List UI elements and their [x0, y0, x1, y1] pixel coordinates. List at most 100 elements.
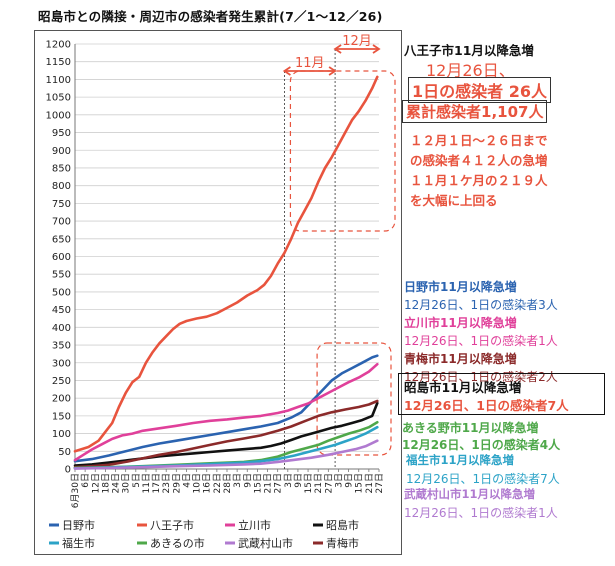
y-gridlines — [74, 43, 379, 470]
y-tick-label: 250 — [52, 376, 71, 387]
annotation-hachioji-note1: １２月１日～２６日まで — [410, 133, 548, 148]
legend-label: 青梅市 — [326, 536, 359, 550]
month-bracket-arrow-left — [333, 44, 342, 54]
highlight-box-hachioji — [289, 70, 396, 232]
x-tick-label: 15日 — [252, 473, 263, 493]
legend-label: あきるの市 — [150, 536, 205, 550]
x-tick-label: 18日 — [100, 473, 111, 493]
y-tick-label: 150 — [52, 411, 71, 422]
page-title: 昭島市との隣接・周辺市の感染者発生累計(7／1～12／26) — [38, 9, 383, 24]
x-tick-label: 27日 — [323, 473, 334, 493]
month-bracket-arrow-right — [328, 66, 337, 76]
series-line — [73, 362, 379, 462]
y-tick-label: 550 — [52, 270, 71, 281]
annotation-fussa-head: 福生市11月以降急増 — [406, 453, 515, 467]
y-tick-label: 750 — [52, 199, 71, 210]
month-bracket-arrow-right — [372, 44, 381, 54]
x-tick-label: 24日 — [111, 473, 122, 493]
x-tick-label: 6日 — [80, 473, 91, 488]
legend-label: 武蔵村山市 — [238, 536, 293, 550]
annotation-hachioji-date: 12月26日、 — [426, 61, 515, 80]
legend-label: 福生市 — [62, 536, 95, 550]
y-tick-label: 100 — [52, 429, 71, 440]
annotation-tachikawa-head: 立川市11月以降急増 — [404, 316, 517, 330]
x-tick-label: 29日 — [171, 473, 182, 493]
annotation-akishima-head: 昭島市11月以降急増 — [404, 380, 522, 395]
series-line — [73, 75, 379, 453]
x-tick-label: 28日 — [222, 473, 233, 493]
y-tick-label: 950 — [52, 128, 71, 139]
x-tick-label: 23日 — [161, 473, 172, 493]
annotation-hino-head: 日野市11月以降急増 — [404, 280, 517, 294]
x-tick-label: 9日 — [293, 473, 304, 488]
x-tick-label: 10日 — [192, 473, 203, 493]
x-tick-label: 21日 — [263, 473, 274, 493]
x-tick-label: 27日 — [374, 473, 385, 493]
akishima-box — [398, 373, 605, 415]
annotation-tachikawa-daily: 12月26日、1日の感染者1人 — [404, 334, 558, 348]
y-tick-label: 50 — [58, 447, 71, 458]
annotation-hino-daily: 12月26日、1日の感染者3人 — [404, 298, 558, 312]
y-tick-label: 1000 — [46, 110, 71, 121]
y-tick-label: 200 — [52, 394, 71, 405]
y-tick-label: 700 — [52, 217, 71, 228]
x-tick-label: 3日 — [333, 473, 344, 488]
x-tick-label: 16日 — [202, 473, 213, 493]
y-tick-label: 1200 — [46, 40, 71, 51]
month-bracket-label: 12月 — [342, 34, 372, 49]
y-tick-label: 400 — [52, 323, 71, 334]
x-tick-label: 21日 — [364, 473, 375, 493]
x-tick-label: 3日 — [283, 473, 294, 488]
annotation-ome-head: 青梅市11月以降急増 — [404, 352, 517, 366]
annotation-akishima-daily: 12月26日、1日の感染者7人 — [404, 398, 569, 413]
x-tick-label: 6月30日 — [70, 473, 81, 508]
y-tick-label: 800 — [52, 181, 71, 192]
y-tick-label: 350 — [52, 341, 71, 352]
x-tick-label: 15日 — [303, 473, 314, 493]
line-chart: 0 50 100 150 200 250 300 350 400 450 500 550 600 650 7… — [46, 34, 396, 550]
x-tick-label: 11日 — [141, 473, 152, 493]
annotation-hachioji-note4: を大幅に上回る — [410, 193, 498, 208]
y-tick-label: 300 — [52, 358, 71, 369]
y-tick-label: 1100 — [46, 75, 71, 86]
legend-label: 日野市 — [62, 518, 95, 532]
series-lines — [73, 75, 379, 470]
annotation-hachioji-total: 累計感染者1,107人 — [402, 100, 548, 123]
x-tick-label: 27日 — [273, 473, 284, 493]
annotation-musashimurayama-daily: 12月26日、1日の感染者1人 — [404, 506, 558, 520]
x-tick-label: 9日 — [242, 473, 253, 488]
y-tick-label: 600 — [52, 252, 71, 263]
x-tick-labels: 6月30日 6日 12日 18日 24日 30日 5日 11日 17日 23日 29日 4日 10日 16… — [70, 469, 385, 508]
x-tick-label: 30日 — [121, 473, 132, 493]
annotation-hachioji-note2: の感染者４１２人の急増 — [410, 153, 548, 168]
legend-label: 立川市 — [238, 518, 271, 532]
legend-label: 昭島市 — [326, 518, 359, 532]
annotation-akiruno-head: あきる野市11月以降急増 — [402, 421, 539, 435]
series-line — [73, 354, 379, 463]
series-line — [73, 439, 379, 470]
y-tick-label: 1050 — [46, 93, 71, 104]
y-tick-label: 1150 — [46, 57, 71, 68]
chart-frame: 0 50 100 150 200 250 300 350 400 450 500 550 600 650 7… — [34, 30, 402, 555]
annotation-hachioji-head: 八王子市11月以降急増 — [404, 43, 534, 58]
y-tick-label: 0 — [65, 465, 71, 476]
y-tick-label: 650 — [52, 234, 71, 245]
annotation-akiruno-daily: 12月26日、1日の感染者4人 — [402, 438, 561, 452]
y-tick-labels: 0 50 100 150 200 250 300 350 400 450 500 550 600 650 7… — [46, 40, 71, 476]
x-tick-label: 15日 — [354, 473, 365, 493]
month-bracket-label: 11月 — [295, 56, 325, 71]
x-tick-label: 3日 — [232, 473, 243, 488]
x-tick-label: 22日 — [212, 473, 223, 493]
x-tick-label: 4日 — [181, 473, 192, 488]
y-tick-label: 500 — [52, 287, 71, 298]
month-bracket-arrow-left — [282, 66, 291, 76]
annotation-hachioji-daily: 1日の感染者 26人 — [408, 77, 551, 103]
x-tick-label: 17日 — [151, 473, 162, 493]
annotation-hachioji-note3: １１月１ケ月の２１９人 — [410, 173, 548, 188]
x-tick-label: 21日 — [313, 473, 324, 493]
legend-label: 八王子市 — [150, 518, 194, 532]
annotation-musashimurayama-head: 武蔵村山市11月以降急増 — [404, 487, 536, 501]
x-tick-label: 12日 — [90, 473, 101, 493]
series-line — [73, 399, 379, 469]
